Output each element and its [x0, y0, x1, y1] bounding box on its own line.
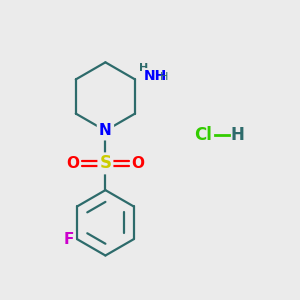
- Text: N: N: [99, 123, 112, 138]
- Text: H: H: [139, 63, 148, 73]
- Text: F: F: [64, 232, 74, 247]
- Text: Cl: Cl: [195, 126, 212, 144]
- Text: S: S: [99, 154, 111, 172]
- Text: H: H: [159, 72, 168, 82]
- Text: O: O: [66, 156, 79, 171]
- Text: NH: NH: [143, 69, 167, 83]
- Text: O: O: [132, 156, 145, 171]
- Text: H: H: [231, 126, 244, 144]
